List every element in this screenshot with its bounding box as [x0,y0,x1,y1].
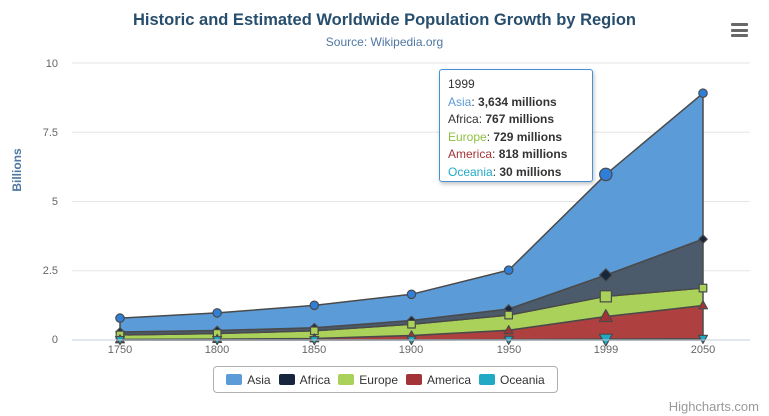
svg-text:1850: 1850 [302,344,326,356]
svg-text:1950: 1950 [497,344,521,356]
svg-text:7.5: 7.5 [43,127,58,139]
svg-text:1750: 1750 [108,344,132,356]
svg-text:10: 10 [46,58,58,70]
svg-text:5: 5 [52,196,58,208]
svg-text:2050: 2050 [691,344,715,356]
svg-text:1800: 1800 [205,344,229,356]
svg-text:0: 0 [52,334,58,346]
svg-text:1999: 1999 [594,344,618,356]
svg-text:2.5: 2.5 [43,265,58,277]
svg-text:1900: 1900 [399,344,423,356]
